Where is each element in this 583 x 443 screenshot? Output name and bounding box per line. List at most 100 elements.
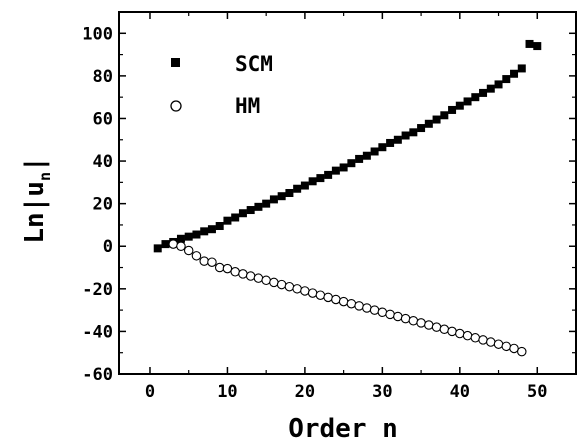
data-point-scm: [448, 105, 457, 114]
data-point-scm: [463, 97, 472, 106]
data-point-hm: [199, 256, 209, 266]
y-axis-title: Ln|un|: [20, 156, 54, 243]
data-point-scm: [231, 213, 240, 222]
data-point-hm: [470, 333, 481, 343]
data-points: [153, 39, 542, 357]
data-point-hm: [462, 330, 473, 341]
data-point-hm: [400, 313, 411, 324]
y-tick-label: -20: [82, 280, 113, 300]
data-point-scm: [494, 80, 503, 89]
data-point-scm: [184, 232, 193, 241]
data-point-scm: [417, 124, 426, 133]
data-point-hm: [439, 324, 450, 335]
data-point-hm: [331, 294, 341, 305]
data-point-hm: [230, 267, 240, 277]
data-point-hm: [416, 318, 426, 328]
data-point-hm: [222, 263, 233, 274]
legend-marker-scm: [171, 58, 180, 67]
y-tick-label: 40: [93, 152, 113, 172]
data-point-hm: [517, 346, 527, 357]
data-point-scm: [285, 189, 294, 197]
data-point-hm: [261, 275, 271, 286]
y-tick-label: 80: [93, 67, 113, 87]
data-point-hm: [207, 257, 217, 267]
data-point-hm: [168, 239, 178, 249]
data-point-scm: [331, 166, 340, 175]
data-point-scm: [215, 222, 224, 231]
data-point-scm: [362, 151, 371, 160]
data-point-scm: [293, 184, 302, 193]
data-point-hm: [338, 296, 349, 307]
data-point-hm: [253, 273, 264, 283]
data-point-scm: [502, 75, 511, 84]
data-point-hm: [284, 281, 295, 292]
y-tick-label: 20: [93, 195, 113, 215]
data-point-hm: [431, 322, 442, 332]
data-point-hm: [183, 245, 194, 256]
data-point-scm: [440, 111, 449, 120]
y-tick-label: 0: [103, 237, 113, 257]
data-point-scm: [246, 206, 255, 215]
data-point-scm: [432, 115, 441, 124]
x-tick-label: 40: [450, 382, 470, 402]
data-point-hm: [323, 292, 333, 303]
data-point-hm: [509, 343, 519, 354]
data-point-hm: [501, 341, 512, 352]
data-point-hm: [354, 301, 364, 311]
data-point-hm: [393, 311, 403, 322]
legend: SCM HM: [170, 52, 273, 118]
data-point-hm: [214, 262, 225, 273]
data-point-scm: [316, 174, 325, 183]
data-point-hm: [300, 286, 310, 296]
data-point-scm: [486, 84, 495, 93]
data-point-hm: [478, 335, 488, 345]
data-point-scm: [517, 64, 526, 73]
x-tick-label: 50: [527, 382, 547, 402]
data-point-scm: [324, 170, 333, 179]
data-point-scm: [355, 154, 364, 163]
x-tick-label: 0: [145, 382, 155, 402]
data-point-scm: [378, 143, 387, 152]
data-point-scm: [308, 177, 317, 186]
data-point-hm: [408, 316, 419, 326]
legend-marker-hm: [170, 100, 182, 112]
data-point-hm: [292, 284, 302, 294]
data-point-scm: [401, 131, 410, 140]
legend-label-scm: SCM: [235, 52, 273, 76]
plot-area-frame: [118, 11, 577, 375]
data-point-scm: [525, 39, 534, 48]
data-point-scm: [200, 227, 209, 236]
axis-ticks: [119, 11, 577, 375]
y-tick-label: 60: [93, 109, 113, 129]
data-point-scm: [192, 230, 201, 239]
data-point-hm: [493, 339, 504, 349]
data-point-scm: [176, 234, 185, 243]
data-point-hm: [346, 298, 357, 309]
axis-tick-labels: 0 10 20 30 40 50 -60 -40 -20 0 20 40 60 80 100: [82, 24, 547, 402]
data-point-hm: [486, 337, 496, 347]
y-axis-title-main: Ln|u: [20, 181, 50, 244]
data-point-hm: [315, 290, 326, 300]
data-point-scm: [161, 240, 170, 249]
data-point-scm: [339, 163, 348, 172]
y-tick-label: 100: [82, 24, 113, 44]
data-point-hm: [307, 288, 318, 298]
legend-label-hm: HM: [235, 94, 260, 118]
data-point-scm: [153, 244, 162, 253]
x-tick-label: 10: [217, 382, 237, 402]
x-tick-label: 20: [295, 382, 315, 402]
data-point-scm: [254, 202, 263, 211]
data-point-scm: [455, 101, 464, 110]
data-point-scm: [479, 88, 488, 97]
svg-text:Ln|un|: Ln|un|: [20, 156, 54, 243]
data-point-scm: [207, 225, 216, 234]
data-point-scm: [370, 147, 379, 156]
data-point-scm: [277, 192, 286, 201]
data-point-scm: [510, 69, 519, 78]
data-point-hm: [191, 251, 202, 261]
data-point-scm: [262, 199, 271, 208]
y-tick-label: -40: [82, 322, 113, 342]
y-axis-title-subscript: n: [36, 172, 54, 181]
data-point-hm: [362, 303, 372, 313]
y-tick-label: -60: [82, 365, 113, 385]
